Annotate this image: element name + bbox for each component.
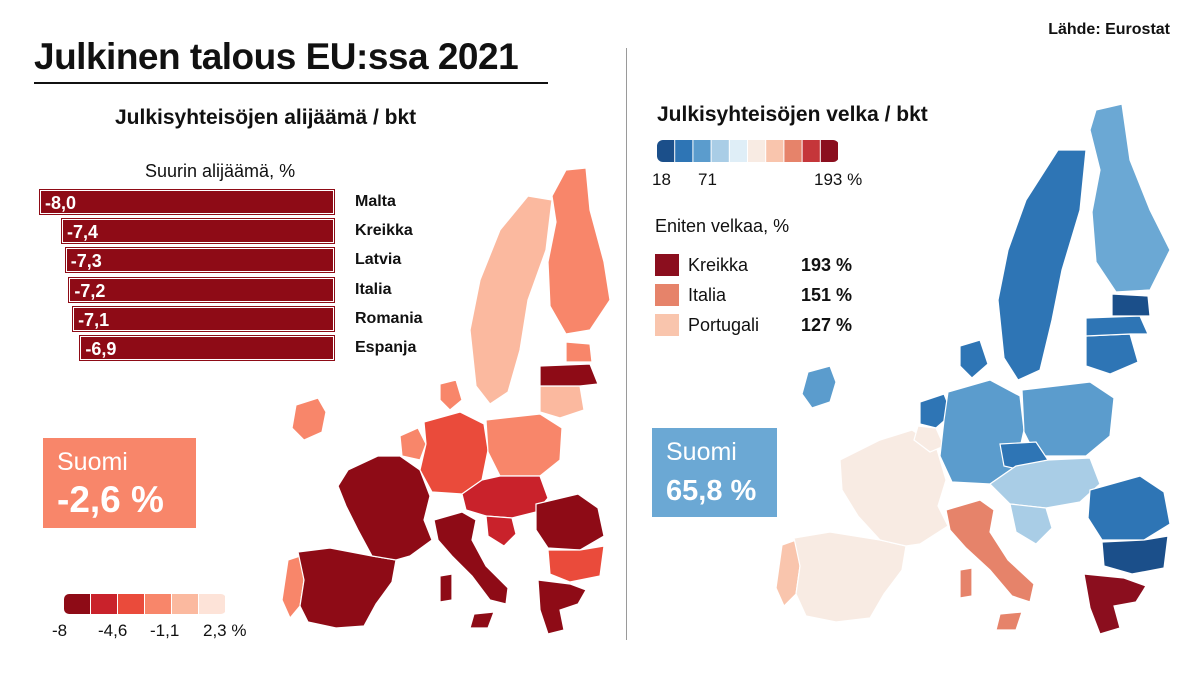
scale-step bbox=[711, 140, 729, 162]
debt-subtitle: Julkisyhteisöjen velka / bkt bbox=[657, 103, 928, 126]
map-latvia bbox=[539, 363, 599, 387]
map-germany-debt bbox=[939, 379, 1025, 485]
scale-step bbox=[172, 594, 198, 614]
source-label: Lähde: Eurostat bbox=[1048, 21, 1170, 38]
map-ireland bbox=[291, 397, 327, 441]
map-finland-debt bbox=[1089, 103, 1171, 293]
finland-deficit-callout: Suomi -2,6 % bbox=[43, 438, 196, 528]
deficit-bar: -8,0 bbox=[40, 190, 334, 214]
deficit-subtitle: Julkisyhteisöjen alijäämä / bkt bbox=[115, 106, 417, 129]
debt-scale-label-min: 18 bbox=[652, 170, 671, 189]
map-estonia bbox=[565, 341, 593, 363]
debt-swatch bbox=[655, 254, 679, 276]
deficit-bar-country: Malta bbox=[355, 193, 396, 210]
scale-step bbox=[748, 140, 766, 162]
map-sicily-debt bbox=[995, 611, 1023, 631]
debt-country-value: 127 % bbox=[801, 315, 853, 335]
map-france bbox=[337, 455, 433, 561]
panel-divider bbox=[626, 48, 627, 640]
title-underline bbox=[34, 82, 548, 84]
deficit-bar: -6,9 bbox=[80, 336, 334, 360]
map-lithuania-debt bbox=[1085, 333, 1139, 375]
map-benelux bbox=[399, 427, 427, 461]
map-romania bbox=[535, 493, 605, 551]
debt-swatch bbox=[655, 284, 679, 306]
scale-step bbox=[784, 140, 802, 162]
map-bulgaria-debt bbox=[1101, 535, 1169, 575]
debt-country-value: 151 % bbox=[801, 285, 853, 305]
map-estonia-debt bbox=[1111, 293, 1151, 317]
debt-country-name: Italia bbox=[688, 285, 727, 305]
map-poland-debt bbox=[1021, 381, 1115, 457]
map-sicily bbox=[469, 611, 495, 629]
map-belgium-debt bbox=[913, 425, 945, 453]
deficit-bar: -7,1 bbox=[73, 306, 334, 331]
deficit-bars-heading: Suurin alijäämä, % bbox=[145, 161, 296, 181]
map-bulgaria bbox=[547, 545, 605, 583]
deficit-color-scale bbox=[64, 594, 225, 614]
map-croatia-debt bbox=[1009, 503, 1053, 545]
map-italy-debt bbox=[945, 499, 1035, 603]
scale-step bbox=[145, 594, 171, 614]
deficit-bar-country: Latvia bbox=[355, 251, 402, 269]
finland-deficit-value: -2,6 % bbox=[57, 479, 164, 520]
deficit-bar-country: Romania bbox=[355, 309, 423, 327]
finland-debt-callout: Suomi 65,8 % bbox=[652, 428, 777, 517]
debt-scale-label-max: 193 % bbox=[814, 170, 863, 189]
scale-step bbox=[693, 140, 711, 162]
debt-top-heading: Eniten velkaa, % bbox=[655, 216, 790, 236]
deficit-bar: -7,3 bbox=[65, 248, 334, 273]
scale-step bbox=[766, 140, 784, 162]
debt-color-scale bbox=[657, 140, 838, 162]
page-title: Julkinen talous EU:ssa 2021 bbox=[34, 36, 519, 77]
map-sardinia-debt bbox=[959, 567, 973, 599]
map-sweden bbox=[469, 195, 553, 405]
scale-step bbox=[820, 140, 838, 162]
map-greece bbox=[537, 579, 587, 635]
map-finland bbox=[547, 167, 611, 335]
scale-step bbox=[657, 140, 675, 162]
map-france-debt bbox=[839, 429, 949, 547]
map-latvia-debt bbox=[1085, 315, 1149, 337]
deficit-bar-country: Espanja bbox=[355, 339, 417, 356]
debt-swatch bbox=[655, 314, 679, 336]
scale-step bbox=[729, 140, 747, 162]
map-ireland-debt bbox=[801, 365, 837, 409]
scale-step bbox=[675, 140, 693, 162]
scale-step bbox=[64, 594, 90, 614]
debt-country-name: Portugali bbox=[688, 315, 760, 335]
map-poland bbox=[485, 413, 563, 477]
scale-step bbox=[199, 594, 225, 614]
finland-debt-label: Suomi bbox=[666, 438, 737, 466]
scale-step bbox=[802, 140, 820, 162]
map-spain-debt bbox=[793, 531, 907, 623]
debt-country-value: 193 % bbox=[801, 255, 853, 275]
map-croatia bbox=[485, 515, 517, 547]
deficit-scale-label-2: -4,6 bbox=[98, 621, 128, 640]
map-denmark-debt bbox=[959, 339, 989, 379]
deficit-scale-label-3: -1,1 bbox=[150, 621, 180, 640]
map-sardinia bbox=[439, 573, 453, 603]
map-italy bbox=[433, 511, 509, 605]
map-spain bbox=[297, 547, 397, 629]
deficit-bar-country: Italia bbox=[355, 280, 392, 298]
scale-step bbox=[118, 594, 144, 614]
map-romania-debt bbox=[1087, 475, 1171, 541]
map-sweden-debt bbox=[997, 149, 1087, 381]
finland-debt-value: 65,8 % bbox=[666, 475, 757, 507]
scale-step bbox=[91, 594, 117, 614]
map-denmark bbox=[439, 379, 463, 411]
deficit-bar: -7,4 bbox=[62, 219, 334, 244]
debt-country-name: Kreikka bbox=[688, 255, 749, 275]
map-greece-debt bbox=[1083, 573, 1147, 635]
deficit-bar-country: Kreikka bbox=[355, 222, 413, 240]
deficit-scale-label-min: -8 bbox=[52, 621, 68, 640]
debt-scale-label-mid: 71 bbox=[698, 170, 717, 189]
deficit-scale-label-max: 2,3 % bbox=[203, 621, 247, 640]
finland-deficit-label: Suomi bbox=[57, 448, 128, 476]
deficit-bar: -7,2 bbox=[69, 277, 334, 302]
